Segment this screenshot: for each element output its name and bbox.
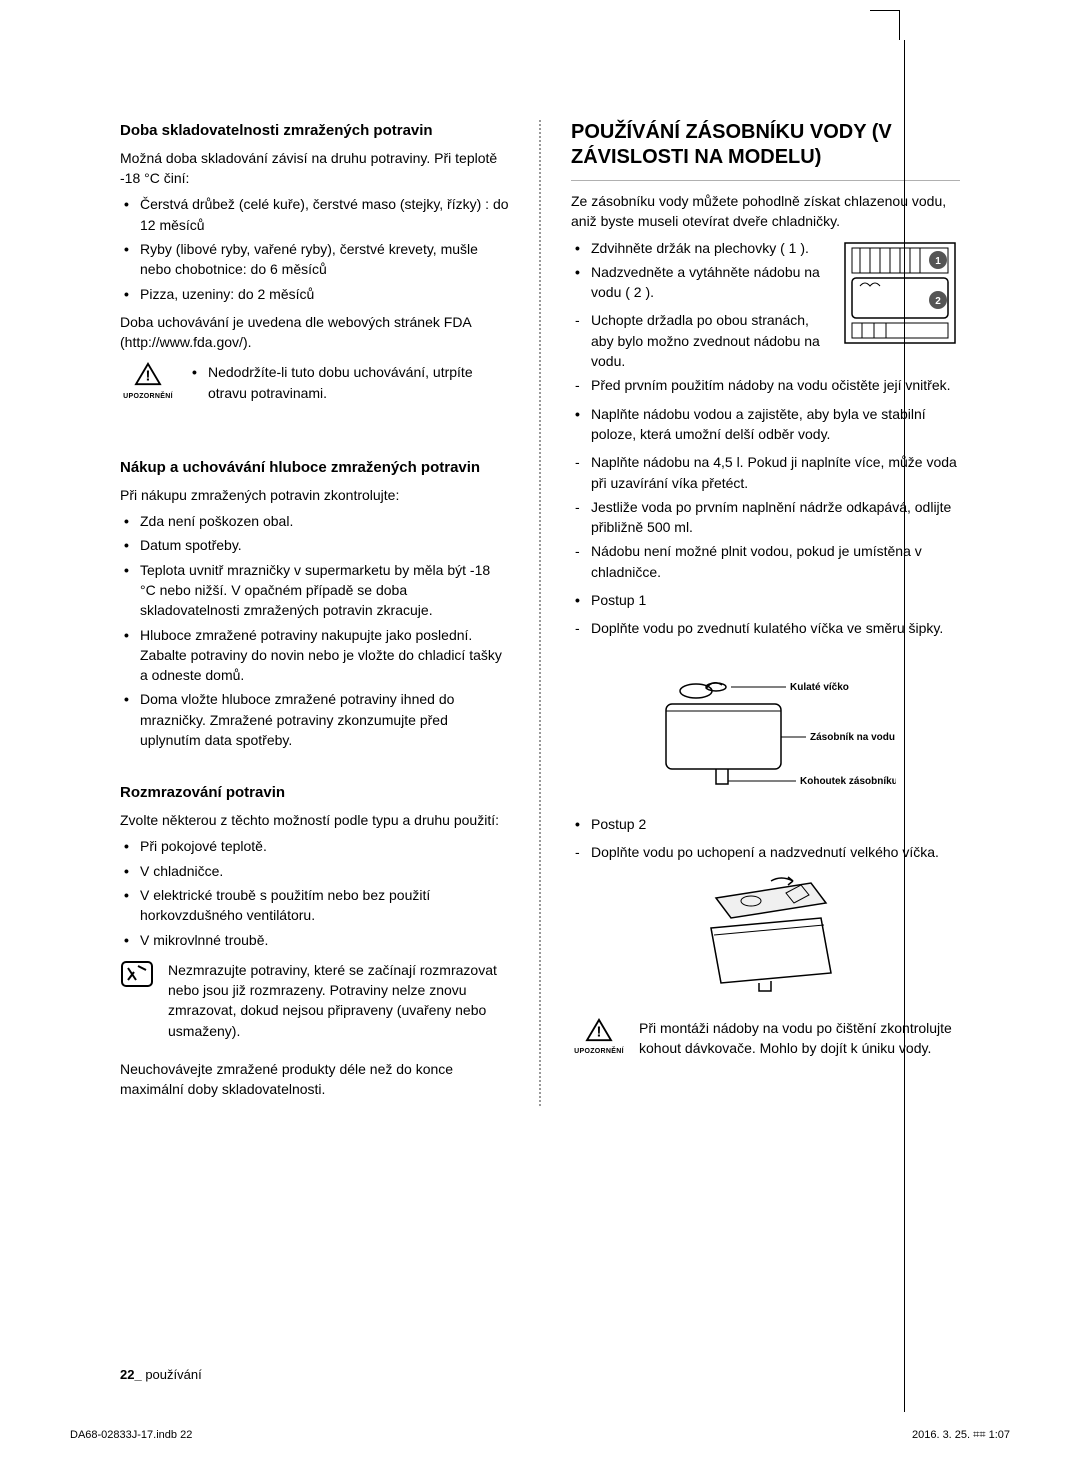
svg-text:!: !: [146, 369, 151, 385]
list-item: Nadzvedněte a vytáhněte nádobu na vodu (…: [571, 262, 960, 303]
paragraph: Neuchovávejte zmražené produkty déle než…: [120, 1059, 509, 1100]
paragraph: Při nákupu zmražených potravin zkontrolu…: [120, 485, 509, 505]
print-timestamp: 2016. 3. 25. ⌗⌗ 1:07: [912, 1429, 1010, 1442]
list-item: Před prvním použitím nádoby na vodu očis…: [571, 375, 960, 395]
list-item: Uchopte držadla po obou stranách, aby by…: [571, 310, 960, 371]
caution-block: ! UPOZORNĚNÍ Nedodržíte-li tuto dobu uch…: [120, 362, 509, 415]
annotation-tank: Zásobník na vodu: [810, 732, 895, 743]
annotation-cap: Kulaté víčko: [790, 682, 849, 693]
list-item: Teplota uvnitř mrazničky v supermarketu …: [120, 560, 509, 621]
bullet-list: Zdvihněte držák na plechovky ( 1 ). Nadz…: [571, 238, 960, 303]
warning-label: UPOZORNĚNÍ: [571, 1047, 627, 1057]
list-item: Zdvihněte držák na plechovky ( 1 ).: [571, 238, 960, 258]
warning-icon: ! UPOZORNĚNÍ: [120, 362, 176, 401]
paragraph: Ze zásobníku vody můžete pohodlně získat…: [571, 191, 960, 232]
water-tank-diagram: Kulaté víčko Zásobník na vodu Kohoutek z…: [571, 649, 960, 804]
page-number: 22_: [120, 1367, 142, 1382]
bullet-list: Při pokojové teplotě. V chladničce. V el…: [120, 836, 509, 949]
heading-defrosting: Rozmrazování potravin: [120, 782, 509, 804]
paragraph: Doba uchovávání je uvedena dle webových …: [120, 312, 509, 353]
list-item: Nádobu není možné plnit vodou, pokud je …: [571, 541, 960, 582]
list-item: V chladničce.: [120, 861, 509, 881]
heading-water-tank: POUŽÍVÁNÍ ZÁSOBNÍKU VODY (V ZÁVISLOSTI N…: [571, 120, 960, 170]
list-item: Jestliže voda po prvním naplnění nádrže …: [571, 497, 960, 538]
list-item: Doma vložte hluboce zmražené potraviny i…: [120, 689, 509, 750]
print-file: DA68-02833J-17.indb 22: [70, 1429, 192, 1442]
right-column: POUŽÍVÁNÍ ZÁSOBNÍKU VODY (V ZÁVISLOSTI N…: [571, 120, 960, 1106]
list-item: Postup 2: [571, 814, 960, 834]
list-item: Čerstvá drůbež (celé kuře), čerstvé maso…: [120, 194, 509, 235]
warning-icon: ! UPOZORNĚNÍ: [571, 1018, 627, 1057]
svg-text:!: !: [597, 1024, 602, 1040]
list-item: Naplňte nádobu vodou a zajistěte, aby by…: [571, 404, 960, 445]
water-tank-lid-diagram: [571, 873, 960, 998]
print-footer: DA68-02833J-17.indb 22 2016. 3. 25. ⌗⌗ 1…: [70, 1429, 1010, 1442]
caution-block: ! UPOZORNĚNÍ Při montáži nádoby na vodu …: [571, 1018, 960, 1059]
list-item: Datum spotřeby.: [120, 535, 509, 555]
list-item: V mikrovlnné troubě.: [120, 930, 509, 950]
list-item: Hluboce zmražené potraviny nakupujte jak…: [120, 625, 509, 686]
note-text: Nezmrazujte potraviny, které se začínají…: [168, 960, 509, 1041]
list-item: Při pokojové teplotě.: [120, 836, 509, 856]
dash-list: Doplňte vodu po uchopení a nadzvednutí v…: [571, 842, 960, 862]
warning-text: Při montáži nádoby na vodu po čištění zk…: [639, 1018, 960, 1059]
divider: [571, 180, 960, 181]
note-icon: [120, 960, 156, 993]
bullet-list: Postup 1: [571, 590, 960, 610]
list-item: Pizza, uzeniny: do 2 měsíců: [120, 284, 509, 304]
list-item: V elektrické troubě s použitím nebo bez …: [120, 885, 509, 926]
heading-storage-time: Doba skladovatelnosti zmražených potravi…: [120, 120, 509, 142]
dash-list: Doplňte vodu po zvednutí kulatého víčka …: [571, 618, 960, 638]
left-column: Doba skladovatelnosti zmražených potravi…: [120, 120, 509, 1106]
paragraph: Možná doba skladování závisí na druhu po…: [120, 148, 509, 189]
annotation-spout: Kohoutek zásobníku: [800, 776, 896, 787]
note-block: Nezmrazujte potraviny, které se začínají…: [120, 960, 509, 1041]
paragraph: Zvolte některou z těchto možností podle …: [120, 810, 509, 830]
section-name: používání: [142, 1367, 202, 1382]
list-item: Ryby (libové ryby, vařené ryby), čerstvé…: [120, 239, 509, 280]
bullet-list: Postup 2: [571, 814, 960, 834]
list-item: Doplňte vodu po uchopení a nadzvednutí v…: [571, 842, 960, 862]
heading-buying-frozen: Nákup a uchovávání hluboce zmražených po…: [120, 457, 509, 479]
list-item: Postup 1: [571, 590, 960, 610]
bullet-list: Naplňte nádobu vodou a zajistěte, aby by…: [571, 404, 960, 445]
dash-list: Uchopte držadla po obou stranách, aby by…: [571, 310, 960, 395]
bullet-list: Zda není poškozen obal. Datum spotřeby. …: [120, 511, 509, 750]
list-item: Zda není poškozen obal.: [120, 511, 509, 531]
list-item: Naplňte nádobu na 4,5 l. Pokud ji naplní…: [571, 452, 960, 493]
list-item: Doplňte vodu po zvednutí kulatého víčka …: [571, 618, 960, 638]
dash-list: Naplňte nádobu na 4,5 l. Pokud ji naplní…: [571, 452, 960, 582]
page-footer: 22_ používání: [120, 1367, 202, 1382]
bullet-list: Čerstvá drůbež (celé kuře), čerstvé maso…: [120, 194, 509, 303]
warning-label: UPOZORNĚNÍ: [120, 392, 176, 402]
warning-text: Nedodržíte-li tuto dobu uchovávání, utrp…: [188, 362, 509, 403]
